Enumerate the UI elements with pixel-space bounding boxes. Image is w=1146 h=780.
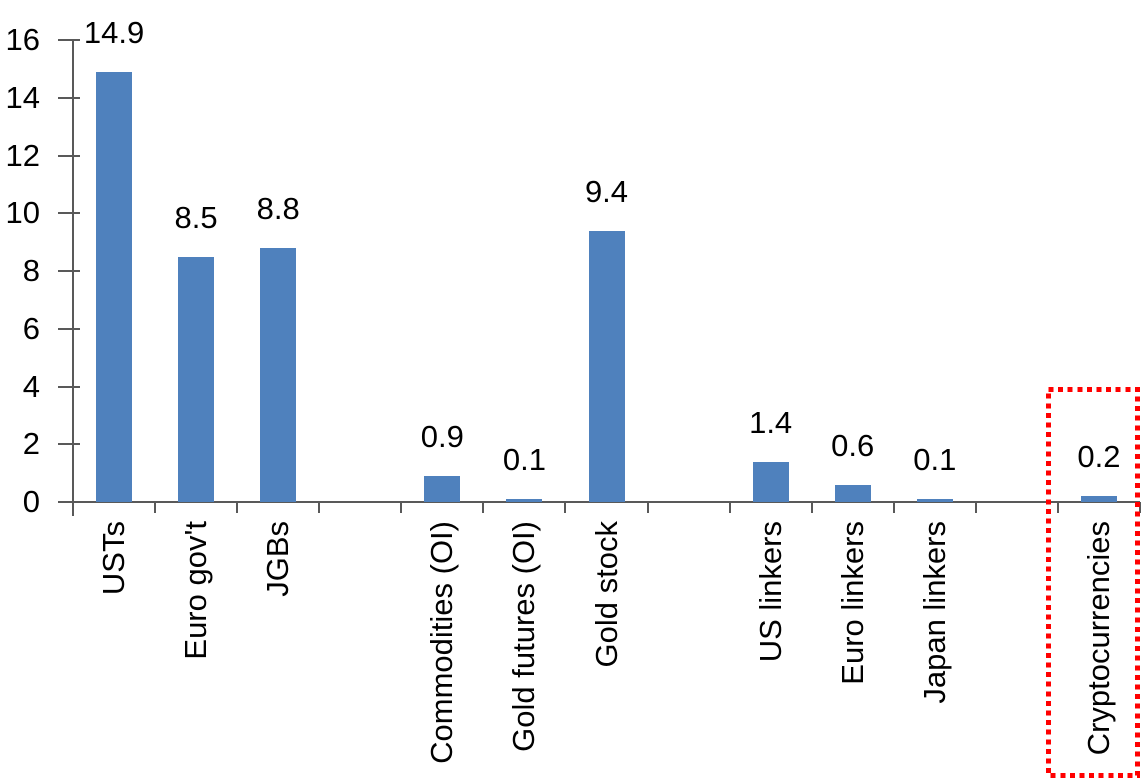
y-tick: [58, 270, 80, 272]
y-tick-label: 16: [5, 22, 40, 57]
y-tick-label: 0: [22, 484, 40, 519]
y-tick-label: 12: [5, 137, 40, 173]
value-label: 0.2: [1077, 439, 1121, 475]
x-tick: [646, 502, 649, 513]
bar-us-linkers: [752, 461, 789, 502]
value-label: 9.4: [584, 173, 629, 209]
category-label: Gold futures (OI): [506, 521, 542, 752]
y-tick: [58, 96, 80, 99]
y-tick-label: 14: [5, 79, 40, 115]
value-label: 8.8: [256, 190, 300, 226]
x-tick: [482, 502, 485, 513]
category-label: USTs: [96, 521, 132, 596]
x-tick: [154, 502, 157, 513]
y-axis-line: [72, 40, 74, 516]
category-label: JGBs: [260, 521, 296, 597]
highlight-dotted-box: [1046, 387, 1140, 778]
value-label: 8.5: [174, 199, 218, 235]
value-label: 14.9: [83, 14, 145, 50]
x-tick: [810, 502, 813, 513]
bar-gold-futures-oi-: [506, 499, 543, 502]
value-label: 0.1: [913, 442, 957, 478]
bar-japan-linkers: [916, 499, 953, 502]
x-tick: [892, 502, 895, 513]
y-tick: [58, 39, 80, 41]
category-label: Gold stock: [588, 521, 624, 668]
bar-euro-linkers: [834, 484, 871, 502]
category-label: Euro linkers: [834, 521, 870, 685]
x-tick: [974, 502, 977, 513]
bar-jgbs: [260, 247, 297, 502]
category-label: Japan linkers: [916, 521, 952, 704]
value-label: 0.6: [831, 427, 875, 463]
y-tick: [58, 385, 80, 388]
category-label: US linkers: [752, 521, 788, 663]
value-label: 0.9: [420, 419, 464, 454]
bar-cryptocurrencies: [1080, 496, 1117, 502]
y-tick-label: 8: [22, 253, 40, 288]
x-tick: [1056, 502, 1059, 513]
y-tick-label: 6: [22, 310, 40, 346]
x-tick: [1139, 502, 1141, 513]
category-label: Commodities (OI): [424, 521, 460, 764]
bar-gold-stock: [588, 230, 625, 502]
category-label: Euro gov't: [178, 521, 214, 660]
value-label: 1.4: [749, 404, 793, 440]
x-tick: [236, 502, 239, 513]
y-tick: [58, 212, 80, 215]
x-tick: [318, 502, 321, 513]
bar-commodities-oi-: [424, 476, 461, 502]
x-tick: [564, 502, 567, 513]
x-tick: [72, 502, 74, 513]
y-tick: [58, 443, 80, 446]
x-tick: [400, 502, 403, 513]
bar-usts: [96, 71, 133, 502]
y-tick-label: 4: [22, 368, 40, 404]
bar-euro-gov-t: [178, 256, 215, 502]
y-tick: [58, 501, 80, 503]
y-tick: [58, 154, 80, 157]
y-tick-label: 10: [5, 195, 40, 231]
y-tick-label: 2: [22, 426, 40, 462]
x-tick: [728, 502, 731, 513]
value-label: 0.1: [502, 442, 546, 478]
y-tick: [58, 327, 80, 330]
x-axis-line: [72, 501, 1140, 503]
